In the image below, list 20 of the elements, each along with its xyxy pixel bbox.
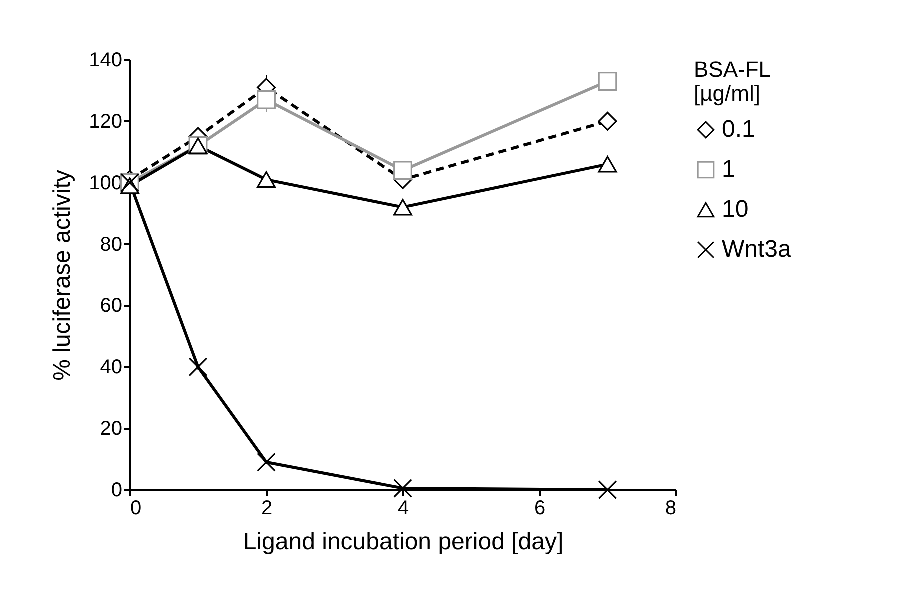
y-tick-label: 140 (89, 50, 122, 72)
y-tick-label: 120 (89, 110, 122, 133)
legend-label: 10 (722, 196, 749, 223)
legend-label: 1 (722, 156, 736, 183)
y-tick-label: 40 (100, 356, 122, 379)
legend-title: BSA-FL [µg/ml] (694, 57, 772, 106)
x-axis-title: Ligand incubation period [day] (243, 528, 564, 556)
legend-label: 0.1 (722, 116, 756, 143)
y-tick-label: 100 (89, 172, 122, 194)
x-tick-label: 2 (261, 498, 273, 520)
x-tick-label: 6 (534, 498, 546, 520)
y-tick-label: 80 (100, 234, 122, 256)
y-axis-title: % luciferase activity (49, 170, 76, 381)
legend-label: Wnt3a (722, 236, 792, 263)
x-tick-label: 8 (665, 498, 676, 520)
y-tick-label: 0 (111, 480, 122, 502)
y-tick-label: 60 (100, 295, 122, 318)
y-tick-label: 20 (100, 418, 122, 440)
x-tick-label: 0 (130, 498, 142, 520)
x-tick-label: 4 (398, 498, 410, 520)
